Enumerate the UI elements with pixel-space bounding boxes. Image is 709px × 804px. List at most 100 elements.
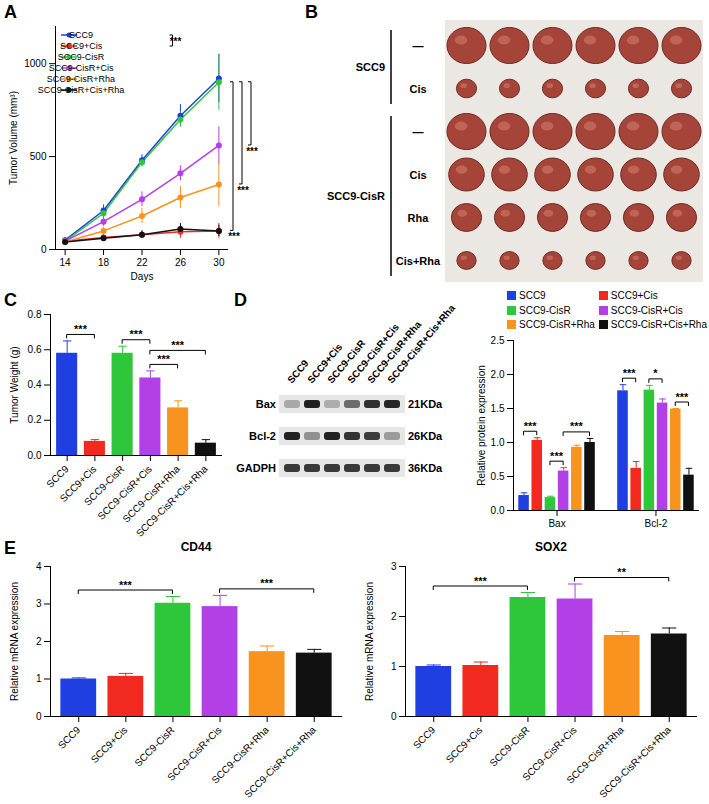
svg-text:SCC9+Cis: SCC9+Cis xyxy=(305,341,345,386)
svg-text:SCC9-CisR: SCC9-CisR xyxy=(327,190,385,202)
svg-text:Bax: Bax xyxy=(548,518,565,529)
svg-text:SCC9-CisR+Cis+Rha: SCC9-CisR+Cis+Rha xyxy=(242,724,318,800)
svg-text:SCC9+Cis: SCC9+Cis xyxy=(57,463,99,505)
svg-text:***: *** xyxy=(524,420,538,432)
svg-text:Bcl-2: Bcl-2 xyxy=(249,430,276,442)
svg-text:1000: 1000 xyxy=(24,58,47,69)
svg-text:SCC9+Cis: SCC9+Cis xyxy=(60,41,103,51)
svg-text:Tumor Weight (g): Tumor Weight (g) xyxy=(9,346,20,423)
svg-text:36KDa: 36KDa xyxy=(408,462,443,474)
svg-text:4: 4 xyxy=(36,561,42,572)
svg-text:18: 18 xyxy=(98,257,110,268)
svg-text:2.5: 2.5 xyxy=(491,335,505,346)
svg-text:SCC9-CisR+Cis+Rha: SCC9-CisR+Cis+Rha xyxy=(385,302,457,385)
svg-text:—: — xyxy=(413,126,424,138)
svg-text:1: 1 xyxy=(36,673,42,684)
svg-text:GADPH: GADPH xyxy=(236,462,276,474)
svg-text:Cis: Cis xyxy=(409,169,426,181)
svg-text:***: *** xyxy=(474,575,488,587)
svg-text:***: *** xyxy=(119,579,133,591)
svg-text:SCC9-CisR+Rha: SCC9-CisR+Rha xyxy=(120,463,182,525)
svg-text:***: *** xyxy=(260,577,274,589)
svg-text:SCC9-CisR+Cis: SCC9-CisR+Cis xyxy=(345,321,402,386)
svg-text:3: 3 xyxy=(36,598,42,609)
svg-text:0: 0 xyxy=(391,711,397,722)
svg-text:***: *** xyxy=(170,36,182,47)
svg-text:Tumor Volume (mm³): Tumor Volume (mm³) xyxy=(8,91,19,185)
svg-text:SCC9-CisR: SCC9-CisR xyxy=(82,463,127,508)
svg-text:21KDa: 21KDa xyxy=(408,398,443,410)
svg-text:SCC9-CisR: SCC9-CisR xyxy=(487,724,531,768)
svg-text:0.4: 0.4 xyxy=(28,379,42,390)
svg-text:Relative mRNA expression: Relative mRNA expression xyxy=(9,582,20,701)
svg-text:SCC9-CisR+Cis: SCC9-CisR+Cis xyxy=(520,724,579,783)
svg-text:Relative protein expression: Relative protein expression xyxy=(476,365,487,486)
svg-text:30: 30 xyxy=(213,257,225,268)
svg-text:***: *** xyxy=(228,231,240,242)
svg-text:Bax: Bax xyxy=(256,398,277,410)
svg-text:SCC9+Cis: SCC9+Cis xyxy=(444,724,485,765)
svg-text:SCC9-CisR+Cis+Rha: SCC9-CisR+Cis+Rha xyxy=(597,724,673,800)
svg-text:***: *** xyxy=(246,146,258,157)
svg-text:—: — xyxy=(413,40,424,52)
svg-text:2.0: 2.0 xyxy=(491,369,505,380)
svg-text:SCC9: SCC9 xyxy=(285,357,311,386)
svg-text:500: 500 xyxy=(30,151,47,162)
html-text:SOX2: SOX2 xyxy=(535,540,567,554)
svg-text:SCC9-CisR+Cis: SCC9-CisR+Cis xyxy=(95,463,154,522)
svg-text:Cis+Rha: Cis+Rha xyxy=(396,255,441,267)
svg-text:1: 1 xyxy=(391,661,397,672)
svg-text:***: *** xyxy=(130,328,144,340)
svg-text:SCC9: SCC9 xyxy=(56,724,83,751)
svg-text:*: * xyxy=(653,367,658,379)
svg-text:26: 26 xyxy=(175,257,187,268)
svg-text:***: *** xyxy=(157,353,171,365)
svg-text:SCC9: SCC9 xyxy=(69,30,93,40)
svg-text:1.5: 1.5 xyxy=(491,403,505,414)
svg-text:Rha: Rha xyxy=(408,212,430,224)
svg-text:***: *** xyxy=(74,323,88,335)
svg-text:22: 22 xyxy=(136,257,148,268)
svg-text:***: *** xyxy=(237,185,249,196)
svg-text:0.8: 0.8 xyxy=(28,309,42,320)
svg-text:2: 2 xyxy=(391,611,397,622)
svg-text:Relative mRNA expression: Relative mRNA expression xyxy=(364,582,375,701)
svg-text:SCC9-CisR: SCC9-CisR xyxy=(132,724,176,768)
svg-text:0.0: 0.0 xyxy=(491,505,505,516)
svg-text:SCC9-CisR+Rha: SCC9-CisR+Rha xyxy=(209,724,271,786)
svg-text:SCC9-CisR: SCC9-CisR xyxy=(58,52,105,62)
svg-text:SCC9: SCC9 xyxy=(356,61,385,73)
svg-text:SCC9+Cis: SCC9+Cis xyxy=(89,724,130,765)
svg-text:***: *** xyxy=(675,391,689,403)
svg-text:**: ** xyxy=(617,566,626,578)
svg-text:1.0: 1.0 xyxy=(491,437,505,448)
svg-text:***: *** xyxy=(623,367,637,379)
svg-text:SCC9-CisR+Rha: SCC9-CisR+Rha xyxy=(564,724,626,786)
svg-text:***: *** xyxy=(550,450,564,462)
svg-text:0.6: 0.6 xyxy=(28,344,42,355)
svg-text:0: 0 xyxy=(36,711,42,722)
svg-text:SCC9-CisR+Cis: SCC9-CisR+Cis xyxy=(49,63,114,73)
svg-text:2: 2 xyxy=(36,636,42,647)
svg-text:SCC9-CisR: SCC9-CisR xyxy=(325,337,368,386)
svg-text:***: *** xyxy=(171,339,185,351)
svg-text:26KDa: 26KDa xyxy=(408,430,443,442)
svg-text:Days: Days xyxy=(131,271,154,282)
svg-text:SCC9-CisR+Rha: SCC9-CisR+Rha xyxy=(365,318,424,386)
svg-text:14: 14 xyxy=(60,257,72,268)
svg-text:Cis: Cis xyxy=(409,83,426,95)
svg-text:SCC9: SCC9 xyxy=(44,463,71,490)
svg-text:SCC9-CisR+Cis+Rha: SCC9-CisR+Cis+Rha xyxy=(134,463,210,539)
html-text:CD44: CD44 xyxy=(180,540,212,554)
svg-text:SCC9-CisR+Cis: SCC9-CisR+Cis xyxy=(165,724,224,783)
svg-text:0.2: 0.2 xyxy=(28,414,42,425)
svg-text:SCC9-CisR+Rha: SCC9-CisR+Rha xyxy=(47,74,115,84)
svg-text:0.0: 0.0 xyxy=(28,450,42,461)
svg-text:0.5: 0.5 xyxy=(491,471,505,482)
svg-text:3: 3 xyxy=(391,561,397,572)
svg-text:***: *** xyxy=(570,420,584,432)
svg-text:SCC9-CisR+Cis+Rha: SCC9-CisR+Cis+Rha xyxy=(38,85,125,95)
svg-text:SCC9: SCC9 xyxy=(411,724,438,751)
svg-text:Bcl-2: Bcl-2 xyxy=(645,518,668,529)
svg-text:0: 0 xyxy=(41,244,47,255)
